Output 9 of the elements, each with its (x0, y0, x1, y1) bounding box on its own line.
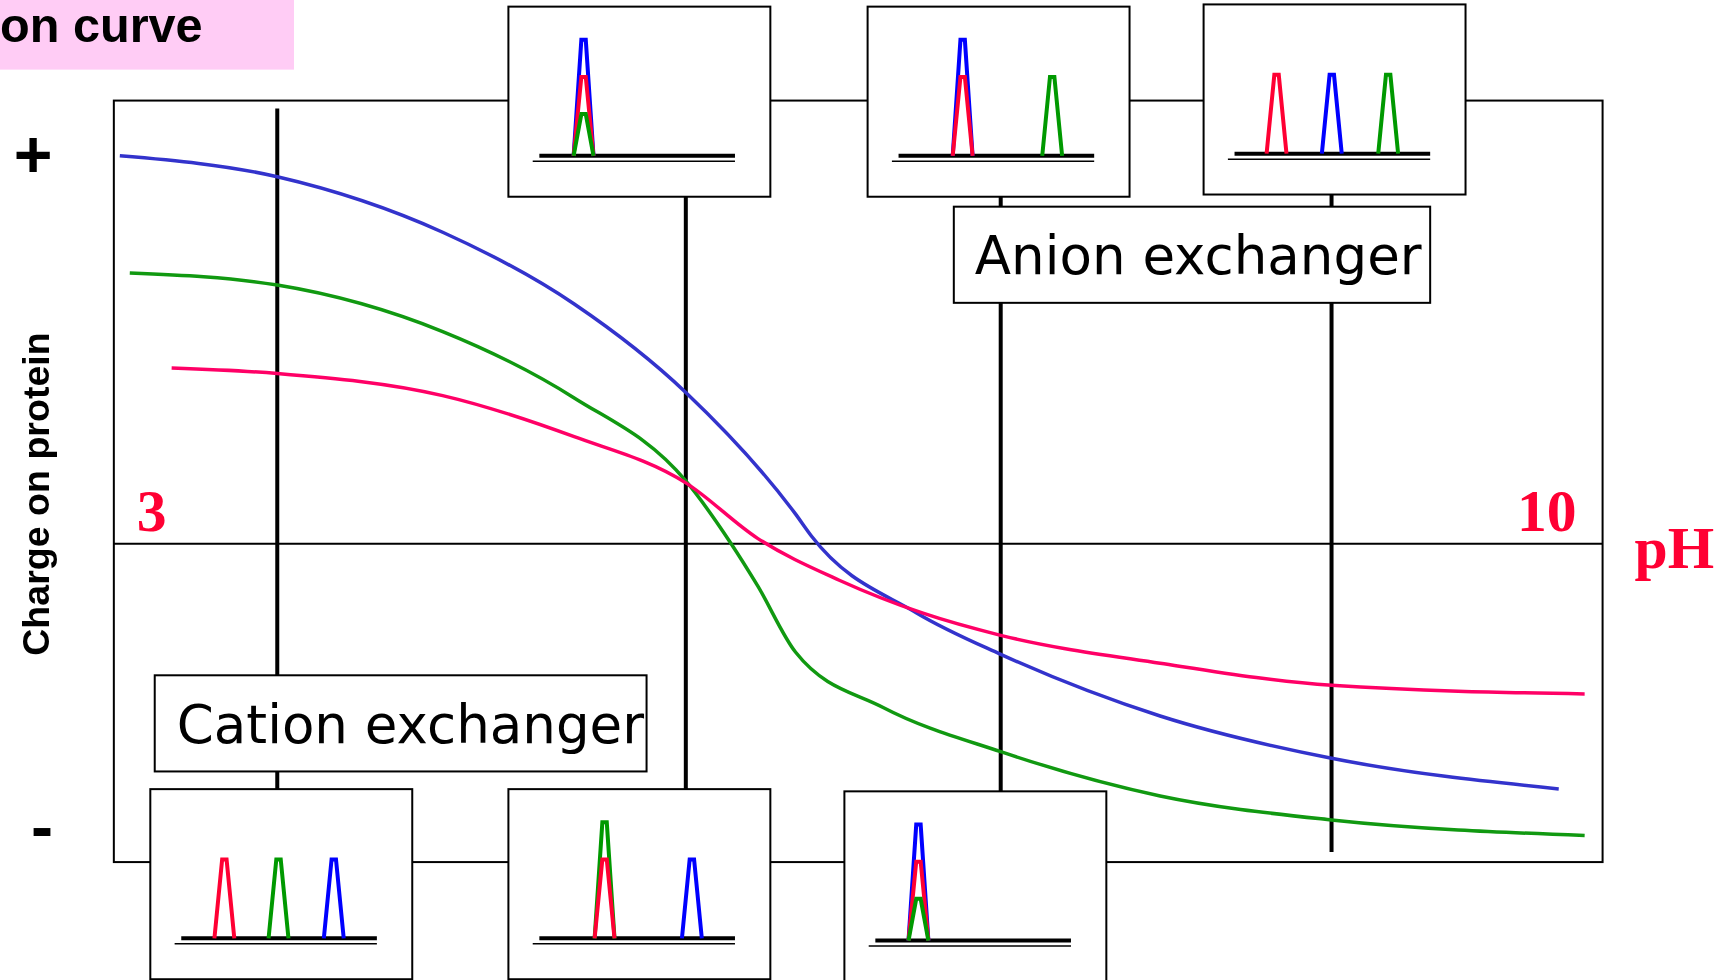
annotation: Cation exchanger (176, 693, 645, 756)
text: - (30, 788, 54, 863)
x-tick-label: 3 (136, 477, 167, 544)
annotation: Anion exchanger (974, 225, 1422, 288)
x-tick-label: 10 (1516, 477, 1577, 544)
x-axis-title: pH (1634, 515, 1715, 582)
y-axis-title: Charge on protein (14, 332, 57, 656)
text: + (13, 116, 53, 191)
chart-title: on curve (0, 0, 203, 52)
